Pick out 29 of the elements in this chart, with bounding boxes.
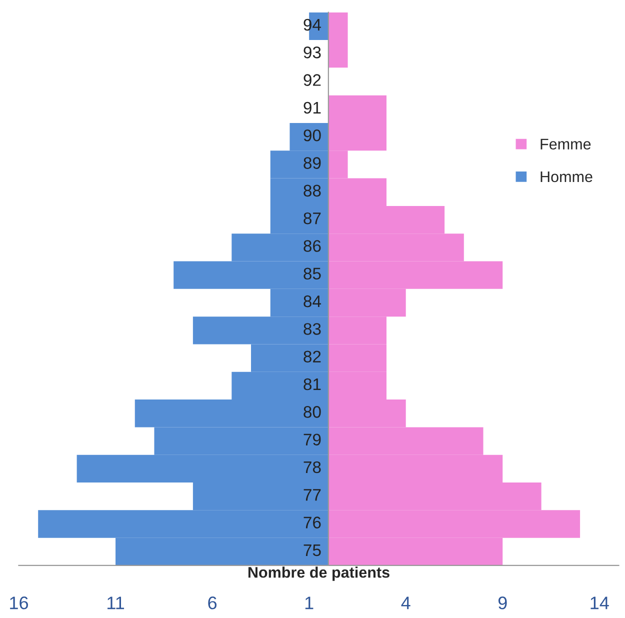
y-tick-label: 77 (304, 489, 321, 501)
y-tick-label: 81 (304, 378, 321, 390)
y-tick-label: 85 (304, 268, 321, 280)
x-tick-label: 14 (590, 596, 609, 610)
y-tick-label: 86 (304, 240, 321, 252)
y-tick-label: 78 (304, 461, 321, 474)
y-tick-label: 76 (304, 516, 321, 528)
legend-label: Femme (540, 138, 591, 150)
x-tick-label: 6 (208, 596, 217, 610)
y-tick-label: 80 (304, 406, 321, 418)
y-tick-label: 89 (304, 157, 321, 169)
y-tick-label: 79 (304, 434, 321, 446)
x-tick-label: 11 (108, 596, 124, 610)
y-tick-label: 92 (304, 74, 321, 86)
y-tick-label: 84 (304, 295, 321, 308)
y-tick-label: 75 (304, 544, 321, 556)
y-tick-label: 88 (304, 184, 321, 197)
y-tick-label: 93 (304, 46, 321, 58)
y-tick-label: 83 (304, 323, 321, 335)
y-tick-label: 90 (304, 129, 321, 142)
y-tick-label: 87 (304, 212, 321, 224)
y-tick-label: 82 (304, 350, 321, 363)
x-tick-label: 16 (10, 596, 28, 610)
x-tick-label: 4 (401, 596, 410, 610)
y-tick-label: 91 (304, 102, 321, 114)
x-axis-title: Nombre de patients (248, 566, 390, 581)
x-tick-label: 1 (305, 596, 314, 610)
x-tick-label: 9 (498, 596, 507, 610)
legend-label: Homme (540, 172, 592, 182)
